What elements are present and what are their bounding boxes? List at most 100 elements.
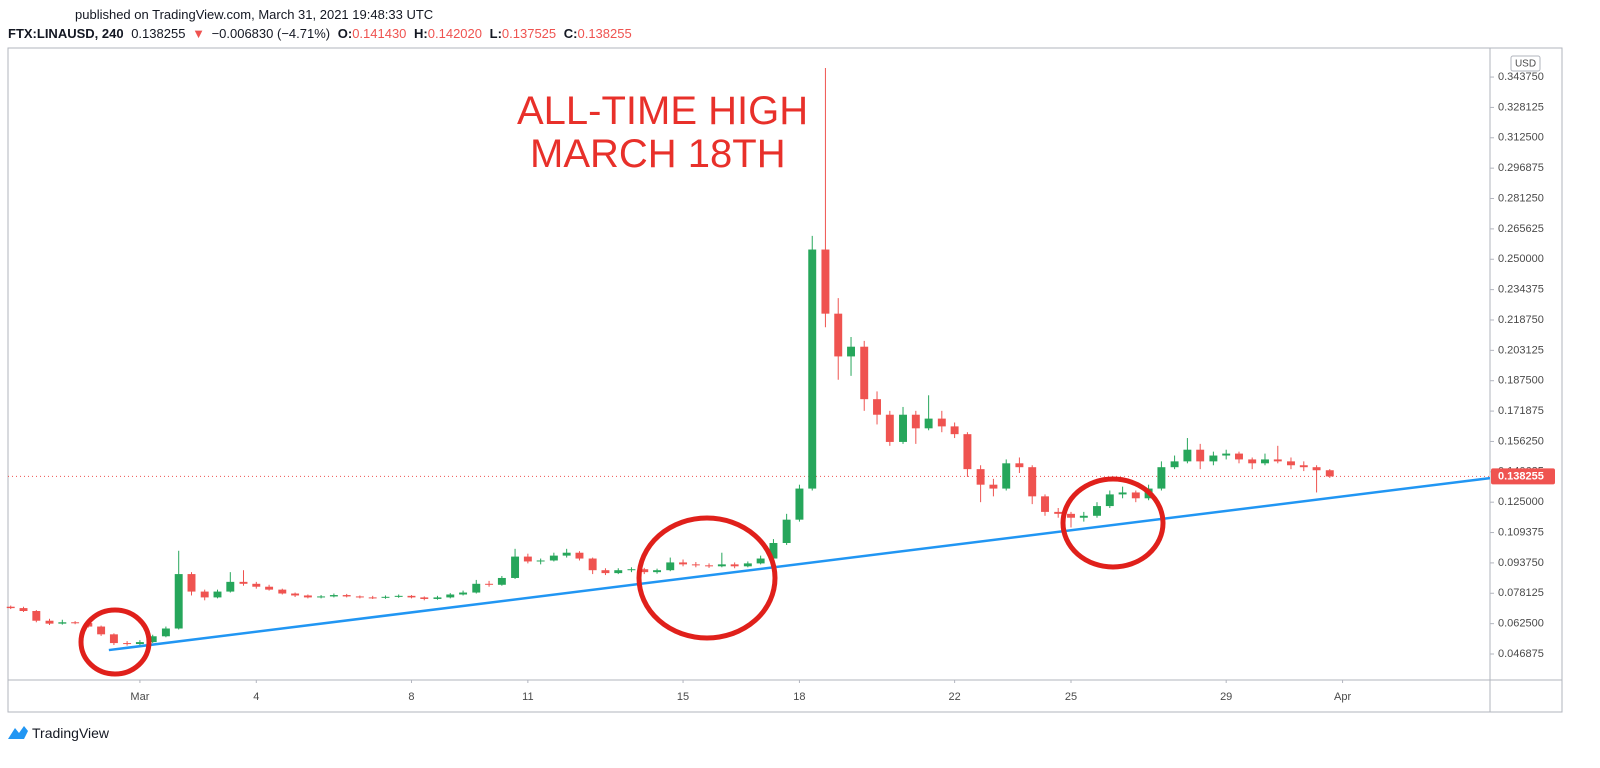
candle-body: [394, 595, 403, 597]
candle-body: [1183, 449, 1192, 462]
candle-body: [1118, 492, 1127, 495]
candle-body: [1131, 492, 1140, 499]
annotation: ALL-TIME HIGH: [517, 89, 808, 133]
candle-body: [161, 628, 170, 637]
candle-body: [1325, 470, 1334, 477]
low-value: 0.137525: [502, 26, 556, 41]
candle-body: [1079, 515, 1088, 518]
candle-body: [485, 583, 494, 585]
y-tick-label: 0.250000: [1498, 253, 1544, 265]
y-tick-label: 0.171875: [1498, 405, 1544, 417]
highlight-circle: [1060, 476, 1166, 570]
candle-body: [1312, 467, 1321, 471]
y-tick-label: 0.218750: [1498, 314, 1544, 326]
candle-body: [679, 562, 688, 565]
low-key: L:: [490, 26, 502, 41]
y-tick-label: 0.234375: [1498, 284, 1544, 296]
y-tick-label: 0.328125: [1498, 101, 1544, 113]
candle-body: [226, 581, 235, 592]
y-tick-label: 0.156250: [1498, 435, 1544, 447]
candle-body: [834, 313, 843, 357]
candle-body: [588, 558, 597, 571]
y-tick-label: 0.109375: [1498, 526, 1544, 538]
x-tick-label: 29: [1220, 691, 1232, 703]
close-value: 0.138255: [577, 26, 631, 41]
down-arrow: ▼: [192, 26, 205, 41]
candle-body: [1041, 496, 1049, 512]
candle-body: [614, 570, 623, 574]
x-tick-label: 15: [677, 691, 689, 703]
candle-body: [963, 434, 972, 470]
brand-logo: TradingView: [8, 725, 110, 741]
x-tick-label: 22: [948, 691, 960, 703]
y-tick-label: 0.062500: [1498, 618, 1544, 630]
y-tick-label: 0.093750: [1498, 557, 1544, 569]
candle-body: [523, 556, 532, 562]
candle-body: [1170, 461, 1179, 468]
candle-body: [135, 642, 144, 645]
candle-body: [691, 564, 700, 566]
open-key: O:: [338, 26, 352, 41]
candle-body: [239, 581, 248, 584]
candle-body: [420, 597, 429, 599]
x-tick-label: 8: [408, 691, 414, 703]
candle-body: [497, 577, 506, 585]
candle-body: [511, 556, 520, 578]
candle-body: [937, 418, 946, 427]
candle-body: [148, 636, 157, 643]
candle-body: [653, 570, 662, 573]
candle-body: [200, 591, 209, 598]
candle-body: [1093, 506, 1101, 516]
candle-body: [1287, 461, 1295, 466]
plot-area: [6, 68, 1491, 652]
logo-icon: [8, 726, 28, 739]
candle-body: [109, 634, 118, 644]
candle-body: [562, 552, 571, 556]
candle-body: [355, 596, 364, 598]
candle-body: [278, 589, 287, 594]
candle-body: [252, 583, 261, 587]
candle-body: [1015, 463, 1024, 468]
x-tick-label: Apr: [1334, 691, 1351, 703]
highlight-circles: [78, 476, 1166, 677]
symbol-legend: FTX:LINAUSD, 240 0.138255 ▼ −0.006830 (−…: [8, 26, 632, 41]
candle-body: [873, 399, 881, 415]
x-tick-label: 25: [1065, 691, 1077, 703]
candle-body: [640, 569, 649, 573]
x-tick-label: 11: [522, 691, 533, 703]
candle-body: [769, 542, 778, 559]
candle-body: [71, 622, 80, 624]
candle-body: [317, 596, 326, 598]
candle-body: [342, 595, 351, 597]
chart-frame: [7, 47, 1563, 713]
candle-body: [536, 560, 545, 562]
candle-body: [187, 574, 196, 592]
candle-body: [1261, 459, 1269, 464]
candle-body: [459, 592, 468, 595]
last-price-box: [1491, 468, 1555, 485]
candle-body: [1067, 513, 1075, 518]
candle-body: [1105, 494, 1114, 507]
candle-body: [97, 626, 106, 635]
candle-body: [1054, 511, 1063, 514]
candle-body: [1002, 463, 1011, 489]
high-value: 0.142020: [428, 26, 482, 41]
highlight-circle: [636, 515, 778, 641]
last-price: 0.138255: [131, 26, 185, 41]
x-tick-label: Mar: [130, 691, 149, 703]
candle-body: [950, 426, 959, 435]
y-tick-label: 0.125000: [1498, 496, 1544, 508]
y-tick-label: 0.265625: [1498, 223, 1544, 235]
candle-body: [472, 583, 481, 593]
y-tick-label: 0.281250: [1498, 192, 1544, 204]
trend-line: [108, 476, 1491, 652]
candle-body: [381, 596, 390, 598]
candle-body: [1028, 467, 1037, 497]
candle-body: [549, 555, 558, 561]
candle-body: [821, 249, 830, 314]
candle-body: [213, 591, 222, 598]
candle-body: [407, 595, 416, 598]
candle-body: [705, 565, 714, 567]
candle-body: [730, 564, 739, 567]
